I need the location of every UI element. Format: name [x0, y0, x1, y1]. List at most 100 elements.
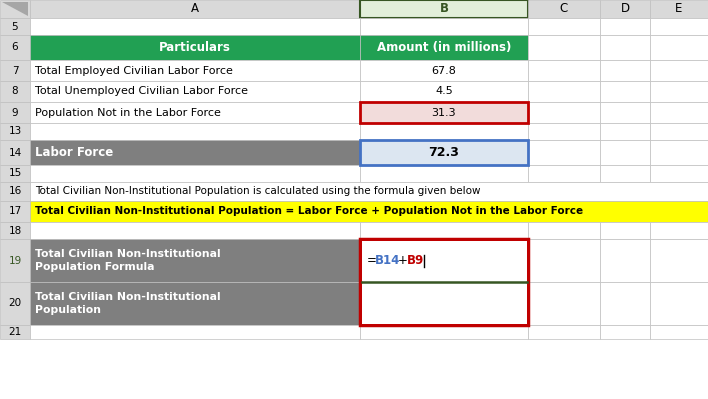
Text: B14: B14 — [375, 254, 401, 267]
Bar — [650, 165, 708, 182]
Bar — [360, 140, 528, 165]
Bar — [600, 165, 650, 182]
Bar — [360, 102, 528, 123]
Bar — [362, 284, 527, 324]
Bar — [600, 325, 650, 339]
Text: 14: 14 — [8, 148, 22, 158]
Text: Total Civilian Non-Institutional Population = Labor Force + Population Not in th: Total Civilian Non-Institutional Populat… — [35, 207, 583, 217]
Bar — [528, 165, 600, 182]
Bar — [528, 18, 600, 35]
Text: Total Unemployed Civilian Labor Force: Total Unemployed Civilian Labor Force — [35, 87, 248, 97]
Text: 21: 21 — [8, 327, 22, 337]
Bar — [30, 282, 360, 325]
Bar — [528, 282, 600, 325]
Text: 103.6: 103.6 — [424, 297, 464, 310]
Bar — [360, 35, 528, 60]
Text: 5: 5 — [12, 22, 18, 32]
Bar — [0, 18, 30, 35]
Bar — [0, 81, 30, 102]
Bar — [650, 102, 708, 123]
Text: Total Employed Civilian Labor Force: Total Employed Civilian Labor Force — [35, 65, 233, 75]
Bar — [0, 165, 30, 182]
Bar — [650, 239, 708, 282]
Text: 20: 20 — [8, 298, 21, 308]
Text: Population Not in the Labor Force: Population Not in the Labor Force — [35, 107, 221, 117]
Text: 31.3: 31.3 — [432, 107, 457, 117]
Text: C: C — [560, 2, 568, 16]
Bar — [600, 123, 650, 140]
Text: Total Civilian Non-Institutional Population is calculated using the formula give: Total Civilian Non-Institutional Populat… — [35, 186, 481, 196]
Bar — [0, 201, 30, 222]
Text: 17: 17 — [8, 207, 22, 217]
Bar — [528, 35, 600, 60]
Bar — [0, 239, 30, 282]
Bar — [30, 0, 360, 18]
Bar — [0, 325, 30, 339]
Text: =: = — [367, 254, 377, 267]
Bar — [600, 282, 650, 325]
Bar — [0, 60, 30, 81]
Bar — [650, 60, 708, 81]
Bar — [30, 222, 360, 239]
Bar — [650, 35, 708, 60]
Bar — [528, 81, 600, 102]
Bar — [360, 140, 528, 165]
Bar — [528, 102, 600, 123]
Bar — [30, 18, 360, 35]
Bar — [0, 222, 30, 239]
Text: Total Civilian Non-Institutional
Population Formula: Total Civilian Non-Institutional Populat… — [35, 249, 221, 272]
Bar — [0, 182, 30, 201]
Bar — [0, 282, 30, 325]
Bar — [30, 182, 708, 201]
Text: Amount (in millions): Amount (in millions) — [377, 41, 511, 54]
Bar — [600, 140, 650, 165]
Bar — [360, 222, 528, 239]
Bar — [528, 0, 600, 18]
Bar — [600, 81, 650, 102]
Bar — [360, 60, 528, 81]
Text: Total Civilian Non-Institutional
Population: Total Civilian Non-Institutional Populat… — [35, 292, 221, 315]
Text: 9: 9 — [12, 107, 18, 117]
Bar — [30, 325, 360, 339]
Text: 16: 16 — [8, 186, 22, 196]
Bar — [528, 140, 600, 165]
Text: B9: B9 — [407, 254, 424, 267]
Text: +: + — [398, 254, 408, 267]
Text: 72.3: 72.3 — [428, 146, 459, 159]
Bar — [650, 81, 708, 102]
Text: D: D — [620, 2, 629, 16]
Text: 15: 15 — [8, 168, 22, 178]
Bar — [360, 239, 528, 325]
Bar — [30, 35, 360, 60]
Text: Labor Force: Labor Force — [35, 146, 113, 159]
Bar — [600, 35, 650, 60]
Bar — [30, 102, 360, 123]
Bar — [650, 0, 708, 18]
Bar — [600, 239, 650, 282]
Text: 67.8: 67.8 — [432, 65, 457, 75]
Text: 18: 18 — [8, 225, 22, 235]
Bar — [360, 325, 528, 339]
Text: 7: 7 — [12, 65, 18, 75]
Bar — [650, 222, 708, 239]
Bar — [30, 201, 708, 222]
Bar — [528, 239, 600, 282]
Bar — [600, 222, 650, 239]
Bar — [30, 239, 360, 282]
Text: E: E — [675, 2, 683, 16]
Text: Particulars: Particulars — [159, 41, 231, 54]
Bar — [528, 60, 600, 81]
Bar — [30, 81, 360, 102]
Bar — [650, 325, 708, 339]
Bar — [360, 0, 528, 18]
Bar — [0, 140, 30, 165]
Bar — [360, 18, 528, 35]
Text: A: A — [191, 2, 199, 16]
Polygon shape — [2, 2, 28, 16]
Bar — [528, 123, 600, 140]
Bar — [360, 81, 528, 102]
Bar — [650, 282, 708, 325]
Bar — [528, 325, 600, 339]
Bar — [600, 60, 650, 81]
Text: 6: 6 — [12, 43, 18, 53]
